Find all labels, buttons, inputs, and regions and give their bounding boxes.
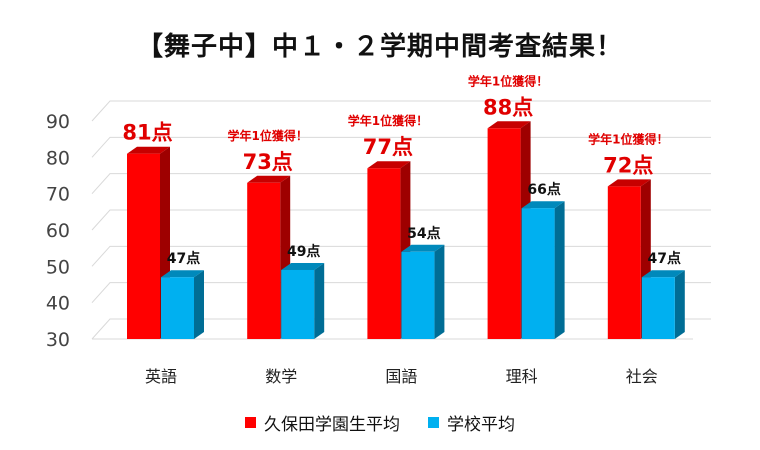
bar-side [314, 262, 325, 339]
y-tick-label: 70 [46, 184, 70, 206]
bar-top [521, 201, 565, 209]
x-tick-label: 国語 [385, 367, 417, 386]
annotation: 学年1位獲得！ [228, 128, 308, 143]
y-tick-label: 80 [46, 147, 70, 169]
annotation: 学年1位獲得！ [588, 131, 668, 146]
legend-swatch-kubota [245, 417, 256, 428]
y-tick-label: 60 [46, 220, 70, 242]
y-tick-label: 30 [46, 329, 70, 351]
bar-side [674, 270, 685, 339]
bar [367, 168, 401, 339]
legend-label-kubota: 久保田学園生平均 [264, 415, 400, 435]
bar-top [127, 146, 170, 154]
legend-item-school: 学校平均 [428, 410, 515, 435]
bar-side [194, 270, 204, 339]
legend: 久保田学園生平均 学校平均 [0, 410, 760, 435]
gridline [91, 100, 711, 122]
x-tick-label: 英語 [145, 367, 177, 386]
bar-top [367, 161, 411, 169]
bar [641, 277, 675, 339]
data-label: 73点 [243, 150, 293, 174]
bar-top [161, 270, 204, 278]
x-tick-label: 数学 [265, 367, 297, 386]
data-label: 81点 [122, 121, 172, 145]
legend-swatch-school [428, 417, 439, 428]
bar [487, 128, 521, 339]
bar-top [247, 175, 291, 183]
y-tick-label: 50 [46, 256, 70, 278]
bar-top [607, 179, 651, 187]
data-label: 47点 [648, 250, 681, 267]
chart-title: 【舞子中】中１・２学期中間考査結果！ [136, 32, 623, 62]
data-label: 66点 [527, 181, 560, 198]
y-tick-label: 40 [46, 293, 70, 315]
legend-item-kubota: 久保田学園生平均 [245, 410, 400, 435]
bar [247, 182, 281, 339]
bar-side [554, 201, 565, 339]
bar-top [281, 262, 325, 270]
y-tick-label: 90 [46, 111, 70, 133]
bar-side [434, 244, 445, 339]
x-tick-label: 理科 [506, 367, 538, 386]
x-tick-label: 社会 [626, 367, 658, 386]
data-label: 77点 [363, 135, 413, 159]
data-label: 49点 [287, 243, 320, 260]
bar [401, 251, 435, 339]
bar-top [487, 121, 531, 129]
data-label: 54点 [407, 225, 440, 242]
bar [127, 153, 160, 339]
data-label: 47点 [167, 250, 200, 267]
annotation: 学年1位獲得！ [468, 73, 548, 88]
bar [161, 277, 194, 339]
data-label: 72点 [603, 153, 653, 177]
bar [607, 186, 641, 339]
bar [521, 208, 555, 339]
bar [281, 269, 315, 339]
bar-top [401, 244, 445, 252]
legend-label-school: 学校平均 [447, 415, 515, 435]
data-label: 88点 [483, 95, 533, 119]
annotation: 学年1位獲得！ [348, 113, 428, 128]
bar-top [641, 270, 685, 278]
